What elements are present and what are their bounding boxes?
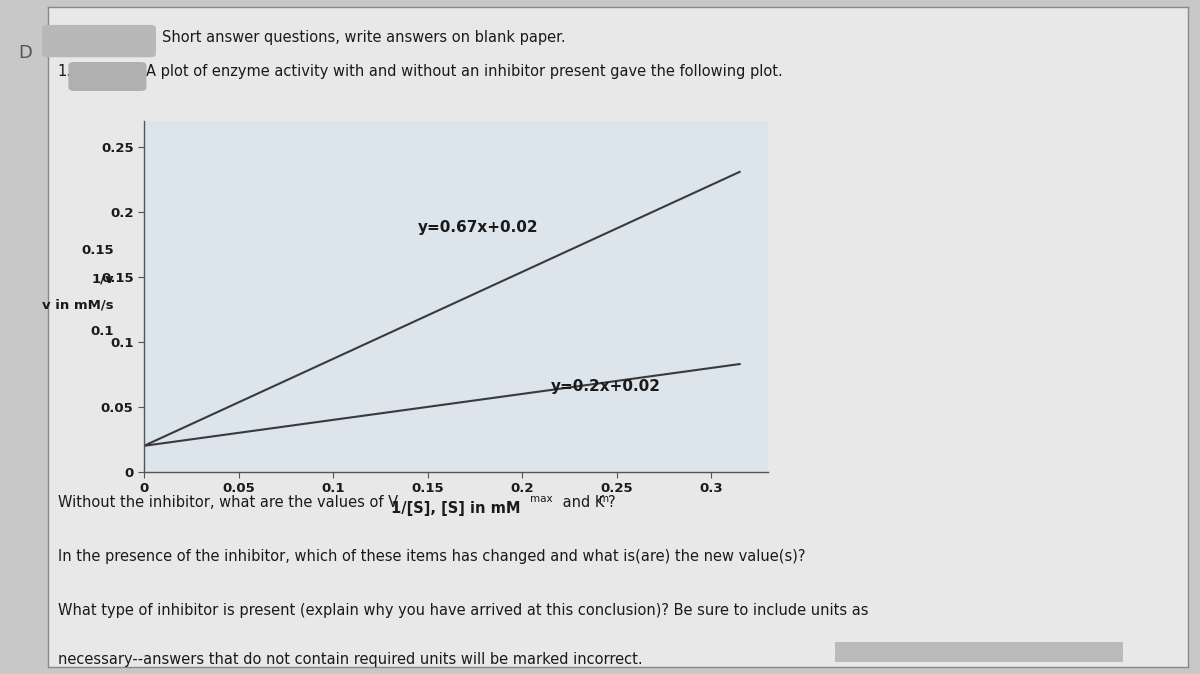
Text: 0.15: 0.15 (82, 245, 114, 257)
Text: 1/v: 1/v (91, 272, 114, 286)
X-axis label: 1/[S], [S] in mM: 1/[S], [S] in mM (391, 501, 521, 516)
Text: necessary--answers that do not contain required units will be marked incorrect.: necessary--answers that do not contain r… (58, 652, 642, 667)
Text: D: D (18, 44, 32, 62)
Text: Without the inhibitor, what are the values of V: Without the inhibitor, what are the valu… (58, 495, 397, 510)
Text: 1.: 1. (58, 64, 72, 79)
Text: What type of inhibitor is present (explain why you have arrived at this conclusi: What type of inhibitor is present (expla… (58, 603, 868, 618)
Text: In the presence of the inhibitor, which of these items has changed and what is(a: In the presence of the inhibitor, which … (58, 549, 805, 564)
Text: m: m (599, 494, 608, 504)
Text: ?: ? (608, 495, 616, 510)
Text: Short answer questions, write answers on blank paper.: Short answer questions, write answers on… (162, 30, 565, 45)
Text: v in mM/s: v in mM/s (42, 299, 114, 312)
Text: A plot of enzyme activity with and without an inhibitor present gave the followi: A plot of enzyme activity with and witho… (146, 64, 784, 79)
Text: y=0.67x+0.02: y=0.67x+0.02 (418, 220, 539, 235)
Text: and K: and K (558, 495, 605, 510)
Text: 0.1: 0.1 (90, 325, 114, 338)
Text: max: max (530, 494, 552, 504)
Text: y=0.2x+0.02: y=0.2x+0.02 (551, 379, 660, 394)
